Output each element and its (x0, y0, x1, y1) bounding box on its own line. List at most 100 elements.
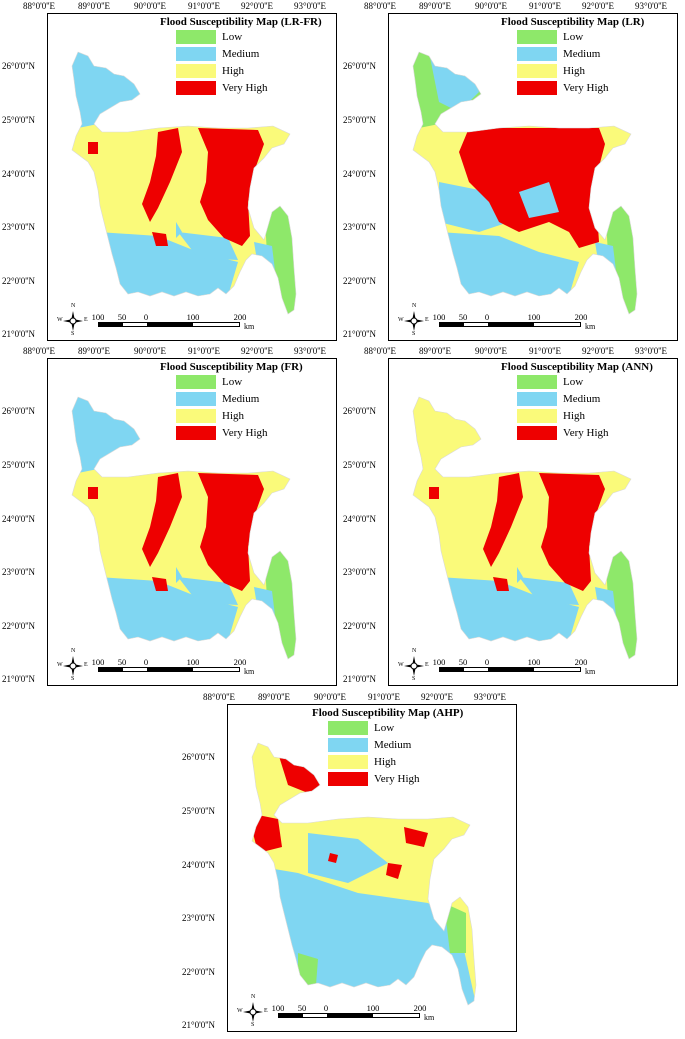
map-frame: Flood Susceptibility Map (ANN) Low Mediu… (388, 358, 678, 686)
compass-label: N (71, 648, 76, 654)
scale-label: 50 (458, 312, 468, 322)
map-frame: Flood Susceptibility Map (FR) Low Medium… (47, 358, 337, 686)
scale-unit: km (585, 667, 596, 676)
legend-item-medium: Medium (328, 736, 463, 753)
compass-label: N (251, 994, 256, 1000)
lon-label: 89°0'0''E (258, 692, 290, 702)
legend-swatch-high (328, 754, 368, 769)
lon-label: 90°0'0''E (475, 346, 507, 356)
legend-item-high: High (328, 753, 463, 770)
zone-very-high (386, 863, 402, 879)
legend-swatch-high (176, 408, 216, 423)
legend-swatch-low (176, 29, 216, 44)
zone-medium (176, 222, 182, 238)
legend-item-low: Low (328, 719, 463, 736)
lon-label: 92°0'0''E (241, 346, 273, 356)
scale-label: 100 (91, 312, 105, 322)
scale-unit: km (244, 667, 255, 676)
zone-medium (517, 567, 523, 583)
zone-medium (98, 577, 238, 641)
compass-label: E (264, 1008, 268, 1014)
lat-label: 23°0'0''N (2, 567, 35, 577)
lat-label: 22°0'0''N (343, 621, 376, 631)
legend-swatch-very-high (328, 771, 368, 786)
legend-label: Medium (563, 47, 601, 60)
legend-label: Medium (563, 392, 601, 405)
country-outline (71, 51, 297, 315)
lon-label: 92°0'0''E (582, 1, 614, 11)
north-arrow-icon: N S W E (398, 648, 429, 682)
scale-label: 100 (186, 312, 200, 322)
legend-item-medium: Medium (517, 45, 644, 62)
compass-label: E (84, 662, 88, 668)
zone-very-high (198, 473, 264, 591)
lon-label: 93°0'0''E (635, 346, 667, 356)
legend-label: Low (222, 30, 243, 43)
zone-very-high (429, 487, 439, 499)
scale-label: 100 (271, 1003, 285, 1013)
legend-item-medium: Medium (176, 45, 322, 62)
legend-label: Very High (563, 81, 609, 94)
lat-label: 21°0'0''N (2, 674, 35, 684)
compass-label: W (398, 317, 404, 323)
lon-label: 90°0'0''E (475, 1, 507, 11)
scale-bar: 100 50 0 100 200 km (272, 1003, 435, 1022)
legend-item-very-high: Very High (176, 79, 322, 96)
legend-swatch-high (176, 63, 216, 78)
scale-label: 0 (484, 312, 490, 322)
zone-very-high (252, 813, 282, 853)
lat-label: 25°0'0''N (343, 115, 376, 125)
north-arrow-icon: N S W E (398, 303, 429, 337)
zone-medium (308, 833, 388, 883)
zone-very-high (152, 232, 168, 246)
scale-label: 50 (117, 657, 127, 667)
legend-swatch-high (517, 408, 557, 423)
lat-label: 23°0'0''N (2, 222, 35, 232)
zone-very-high (152, 577, 168, 591)
map-title: Flood Susceptibility Map (AHP) (312, 707, 464, 719)
map-panel-ann: 88°0'0''E 89°0'0''E 90°0'0''E 91°0'0''E … (341, 345, 685, 690)
lon-label: 91°0'0''E (188, 1, 220, 11)
lon-label: 89°0'0''E (419, 346, 451, 356)
flood-map-ahp (251, 742, 477, 1006)
zone-very-high (539, 473, 605, 591)
legend-item-medium: Medium (517, 390, 653, 407)
lat-label: 24°0'0''N (2, 169, 35, 179)
legend-item-low: Low (176, 373, 303, 390)
lon-label: 91°0'0''E (529, 346, 561, 356)
scale-label: 0 (143, 657, 149, 667)
zone-very-high (88, 487, 98, 499)
scale-label: 100 (186, 657, 200, 667)
lon-label: 91°0'0''E (529, 1, 561, 11)
lat-label: 22°0'0''N (182, 967, 215, 977)
zone-high (413, 397, 439, 417)
legend-label: Low (563, 30, 584, 43)
flood-map-fr (71, 396, 297, 660)
scale-label: 200 (413, 1003, 427, 1013)
scale-label: 0 (484, 657, 490, 667)
scale-unit: km (424, 1013, 435, 1022)
compass-label: W (57, 317, 63, 323)
legend-item-high: High (176, 62, 322, 79)
zone-medium (178, 577, 238, 605)
legend-swatch-medium (176, 46, 216, 61)
compass-label: N (412, 648, 417, 654)
lon-label: 90°0'0''E (314, 692, 346, 702)
scale-label: 100 (366, 1003, 380, 1013)
zone-medium (519, 182, 559, 218)
compass-label: N (71, 303, 76, 309)
scale-label: 50 (458, 657, 468, 667)
legend-item-low: Low (517, 28, 644, 45)
zone-medium (439, 577, 579, 641)
lon-label: 92°0'0''E (582, 346, 614, 356)
lon-label: 93°0'0''E (635, 1, 667, 11)
legend-label: High (222, 64, 244, 77)
lat-label: 24°0'0''N (343, 514, 376, 524)
legend-swatch-low (517, 29, 557, 44)
scale-label: 100 (432, 312, 446, 322)
lon-label: 90°0'0''E (134, 1, 166, 11)
zone-medium (176, 567, 182, 583)
scale-bar: 100 50 0 100 200 km (433, 312, 596, 331)
map-panel-lr: 88°0'0''E 89°0'0''E 90°0'0''E 91°0'0''E … (341, 0, 685, 345)
scale-label: 100 (432, 657, 446, 667)
